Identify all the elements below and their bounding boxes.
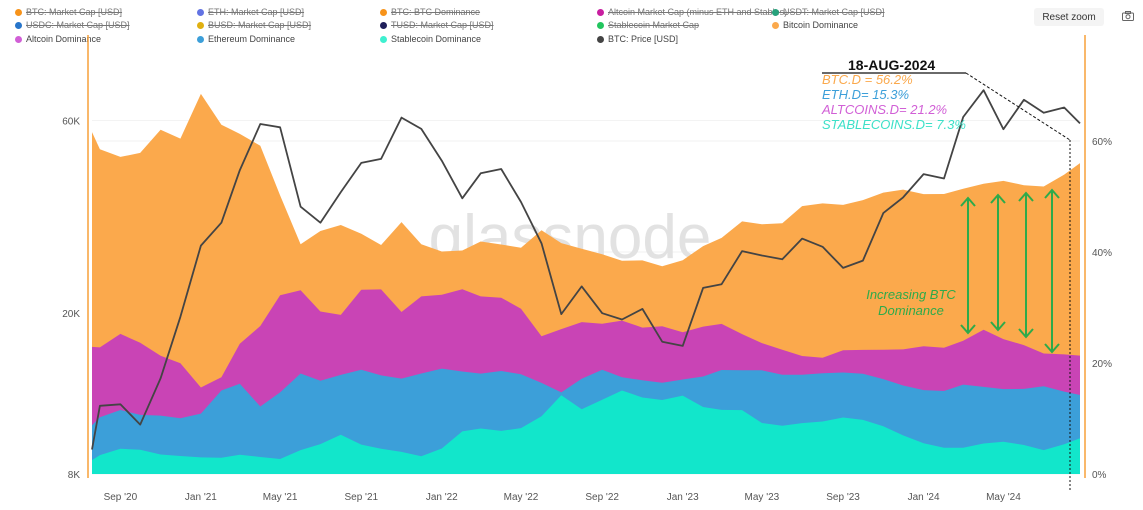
legend-label: Altcoin Market Cap (minus ETH and Stable…	[608, 7, 788, 17]
legend-item[interactable]: TUSD: Market Cap [USD]	[380, 20, 494, 30]
legend-marker-icon	[772, 21, 779, 29]
x-tick-label: Jan '24	[908, 492, 940, 503]
double-arrow-icon	[990, 193, 1006, 332]
legend-item[interactable]: Altcoin Dominance	[15, 34, 101, 44]
legend-item[interactable]: BTC: Market Cap [USD]	[15, 7, 122, 17]
x-tick-label: May '21	[263, 492, 298, 503]
legend: BTC: Market Cap [USD] ETH: Market Cap [US…	[0, 0, 1020, 48]
legend-item[interactable]: BTC: BTC Dominance	[380, 7, 480, 17]
x-tick-label: May '24	[986, 492, 1021, 503]
legend-marker-icon	[597, 35, 604, 43]
annotation-stable-d: STABLECOINS.D= 7.3%	[822, 117, 966, 132]
area-series	[92, 93, 1080, 475]
legend-item[interactable]: BTC: Price [USD]	[597, 34, 678, 44]
x-tick-label: Jan '22	[426, 492, 458, 503]
y-left-tick-label: 60K	[62, 116, 80, 127]
double-arrow-icon	[1018, 191, 1034, 339]
legend-marker-icon	[772, 8, 779, 16]
annotation-eth-d: ETH.D= 15.3%	[822, 87, 909, 102]
y-right-tick-label: 20%	[1092, 359, 1112, 370]
legend-marker-icon	[380, 21, 387, 29]
legend-marker-icon	[597, 21, 604, 29]
x-axis: Sep '20 Jan '21 May '21 Sep '21 Jan '22 May '…	[104, 492, 1022, 503]
legend-label: BTC: BTC Dominance	[391, 7, 481, 17]
camera-icon[interactable]	[1122, 11, 1134, 21]
x-tick-label: Sep '23	[826, 492, 860, 503]
x-tick-label: Jan '23	[667, 492, 699, 503]
annotation-alt-d: ALTCOINS.D= 21.2%	[821, 102, 947, 117]
note-line-2: Dominance	[878, 303, 944, 318]
legend-label: ETH: Market Cap [USD]	[208, 7, 305, 17]
legend-label: BTC: Market Cap [USD]	[26, 7, 123, 17]
y-axes: 60K 20K 8K 60% 40% 20% 0%	[62, 116, 1112, 481]
legend-label: TUSD: Market Cap [USD]	[391, 20, 494, 30]
legend-marker-icon	[197, 8, 204, 16]
legend-item[interactable]: USDT: Market Cap [USD]	[772, 7, 885, 17]
annotation: 18-AUG-2024 BTC.D = 56.2% ETH.D= 15.3% A…	[821, 57, 1071, 492]
y-right-tick-label: 40%	[1092, 248, 1112, 259]
legend-label: USDT: Market Cap [USD]	[783, 7, 885, 17]
double-arrow-icon	[1044, 188, 1060, 354]
y-left-tick-label: 8K	[68, 470, 81, 481]
y-right-tick-label: 0%	[1092, 470, 1107, 481]
area-stablecoin-dominance	[92, 390, 1080, 474]
legend-marker-icon	[380, 35, 387, 43]
btc-price-line	[91, 89, 1081, 450]
legend-item[interactable]: Bitcoin Dominance	[772, 20, 858, 30]
x-tick-label: Jan '21	[185, 492, 217, 503]
price-series	[91, 89, 1081, 450]
legend-label: Altcoin Dominance	[26, 34, 102, 44]
legend-marker-icon	[15, 8, 22, 16]
x-tick-label: Sep '22	[585, 492, 619, 503]
y-right-tick-label: 60%	[1092, 137, 1112, 148]
x-tick-label: Sep '20	[104, 492, 138, 503]
reset-zoom-button[interactable]: Reset zoom	[1034, 8, 1104, 26]
legend-label: BTC: Price [USD]	[608, 34, 679, 44]
x-tick-label: Sep '21	[344, 492, 378, 503]
legend-item[interactable]: Stablecoin Market Cap	[597, 20, 699, 30]
annotation-date: 18-AUG-2024	[848, 57, 935, 73]
legend-item[interactable]: Ethereum Dominance	[197, 34, 295, 44]
legend-label: Ethereum Dominance	[208, 34, 296, 44]
legend-marker-icon	[197, 21, 204, 29]
x-tick-label: May '22	[504, 492, 539, 503]
annotation-leader	[965, 72, 1071, 141]
legend-marker-icon	[597, 8, 604, 16]
legend-marker-icon	[15, 21, 22, 29]
legend-item[interactable]: USDC: Market Cap [USD]	[15, 20, 130, 30]
note-line-1: Increasing BTC	[866, 287, 956, 302]
legend-item[interactable]: ETH: Market Cap [USD]	[197, 7, 304, 17]
legend-marker-icon	[380, 8, 387, 16]
legend-label: Stablecoin Market Cap	[608, 20, 700, 30]
legend-label: Stablecoin Dominance	[391, 34, 482, 44]
x-tick-label: May '23	[745, 492, 780, 503]
legend-label: BUSD: Market Cap [USD]	[208, 20, 312, 30]
legend-marker-icon	[197, 35, 204, 43]
legend-item[interactable]: BUSD: Market Cap [USD]	[197, 20, 311, 30]
legend-marker-icon	[15, 35, 22, 43]
double-arrow-icon	[960, 196, 976, 335]
legend-label: Bitcoin Dominance	[783, 20, 859, 30]
legend-label: USDC: Market Cap [USD]	[26, 20, 130, 30]
legend-item[interactable]: Altcoin Market Cap (minus ETH and Stable…	[597, 7, 787, 17]
annotation-btc-d: BTC.D = 56.2%	[822, 72, 913, 87]
legend-item[interactable]: Stablecoin Dominance	[380, 34, 481, 44]
y-left-tick-label: 20K	[62, 309, 80, 320]
